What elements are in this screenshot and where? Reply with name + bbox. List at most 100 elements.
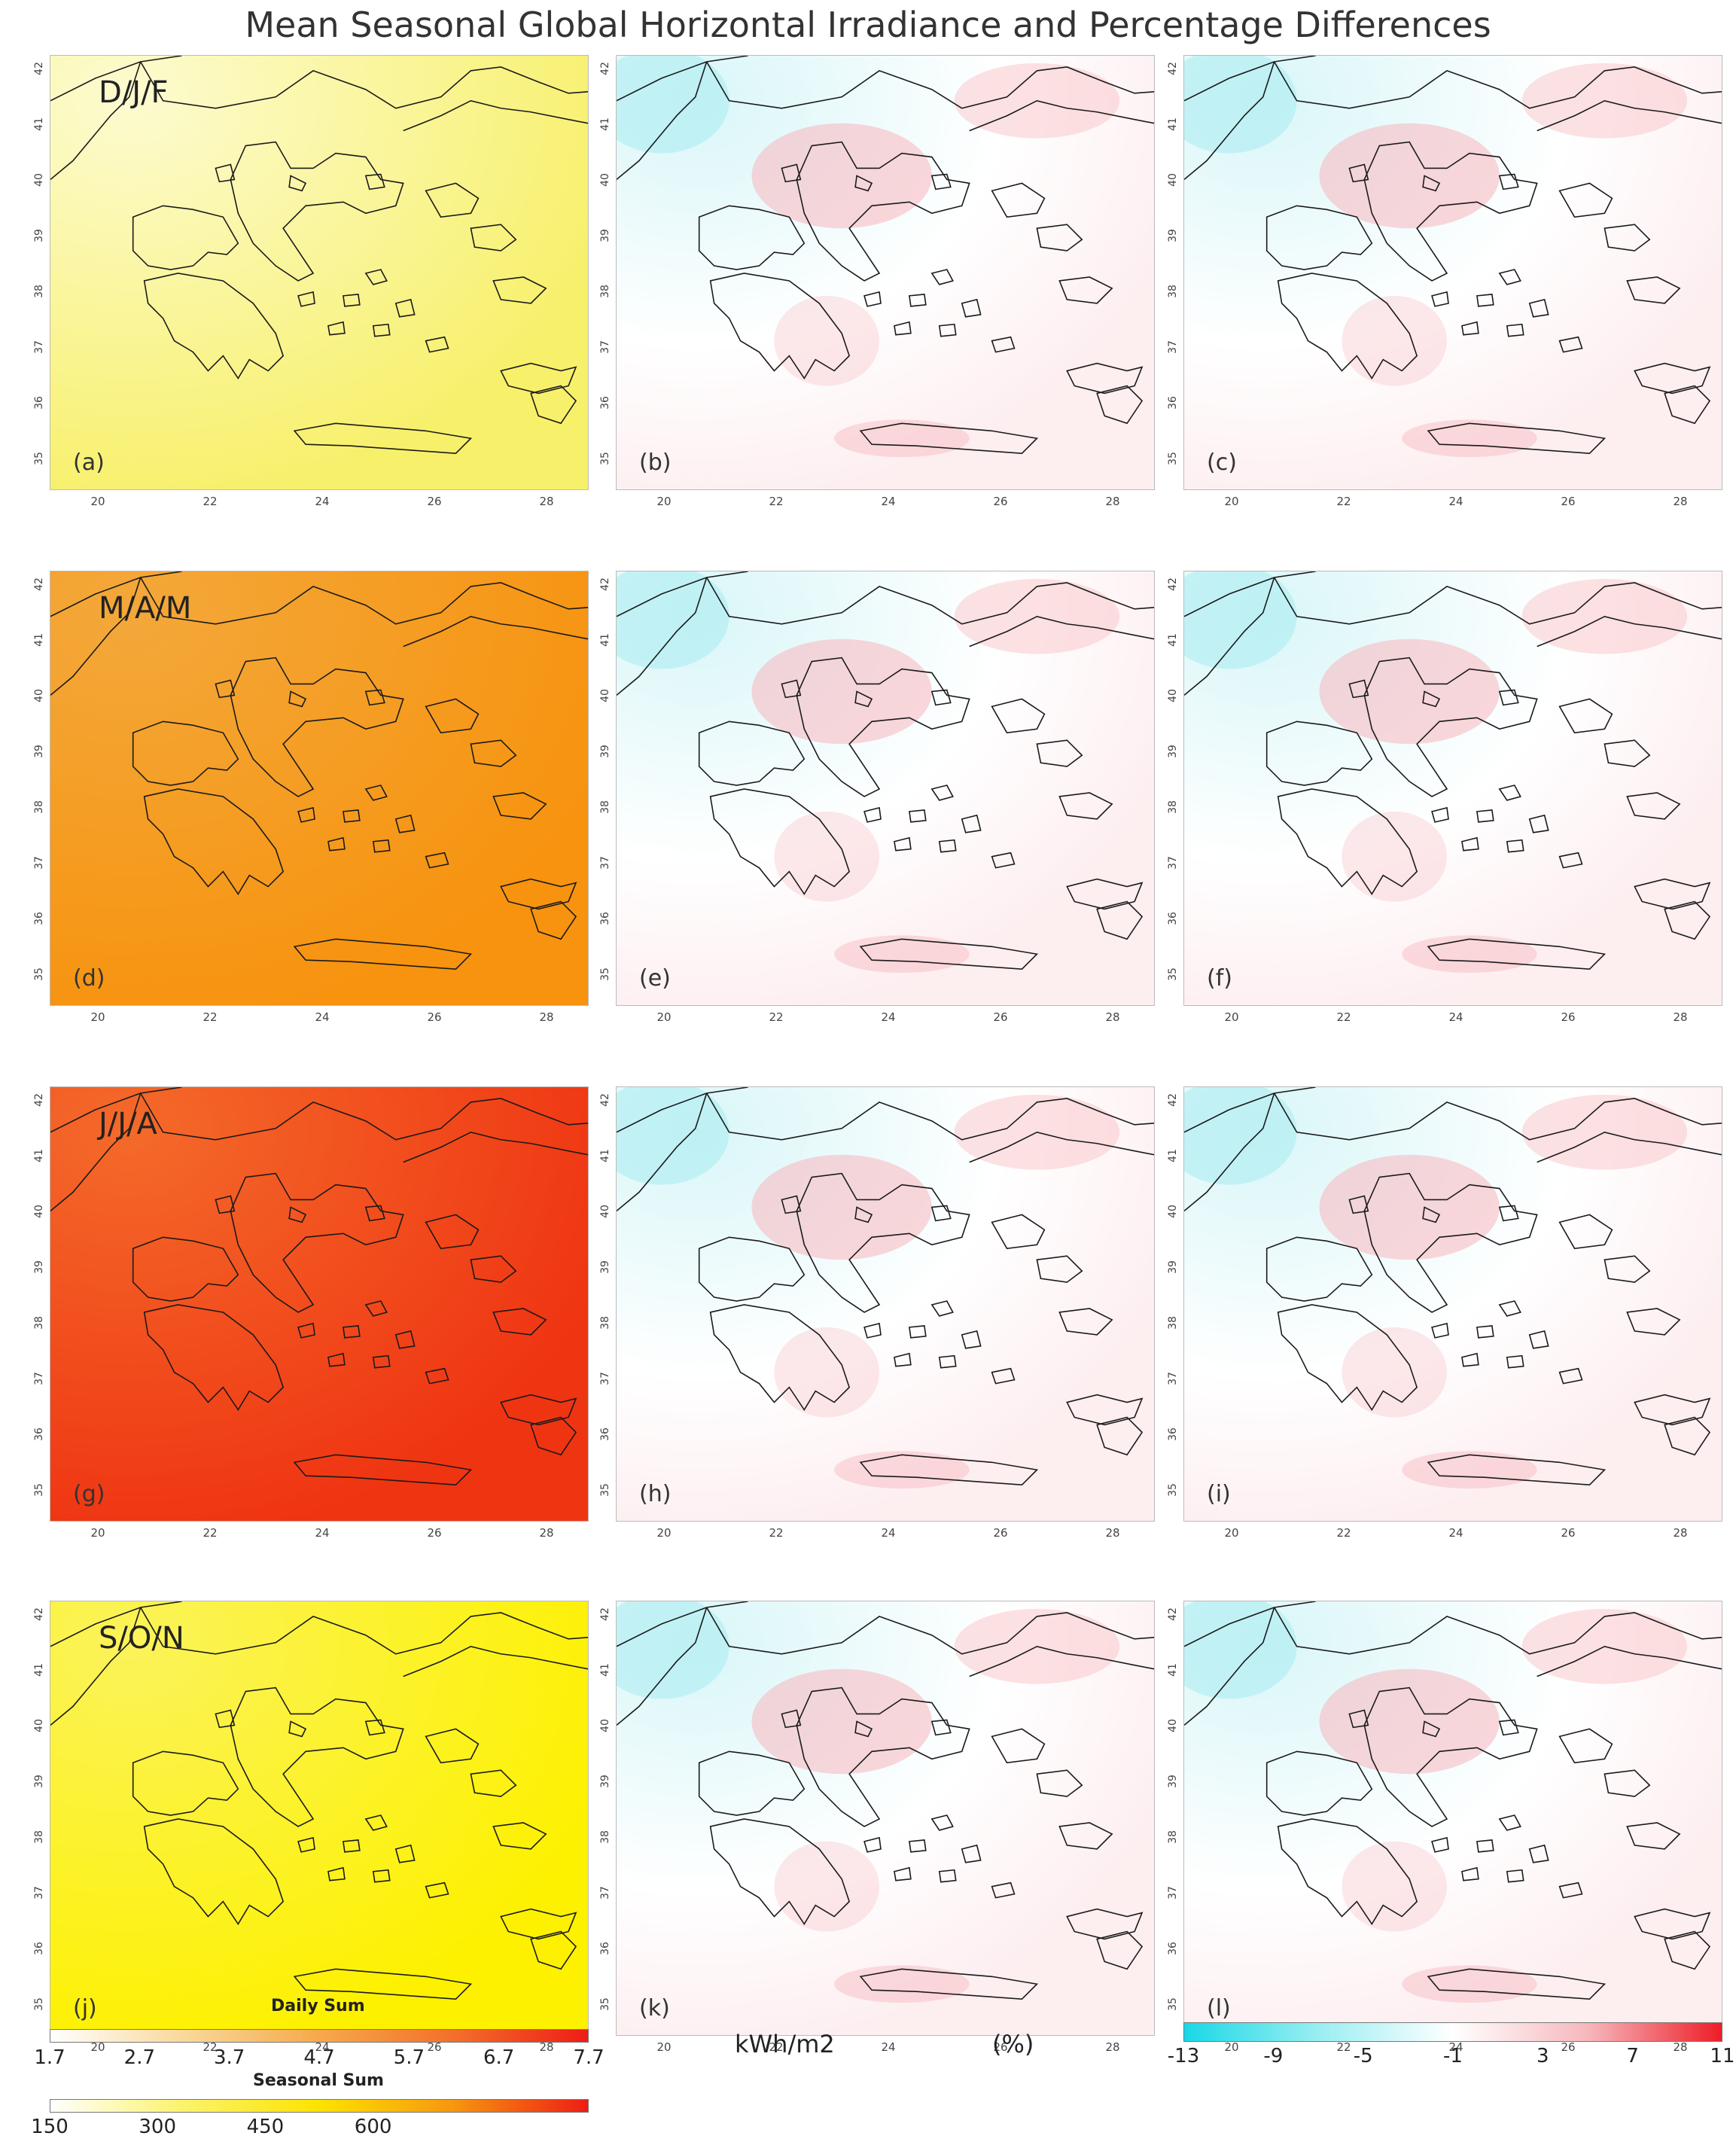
coastline	[425, 698, 480, 734]
coastline	[909, 294, 927, 307]
seasonal-tick-label: 300	[139, 2116, 177, 2138]
x-tick-label: 28	[1105, 1526, 1120, 1540]
daily-tick-label: 5.7	[393, 2046, 425, 2069]
coastline	[991, 182, 1046, 218]
coastline	[1498, 1719, 1519, 1736]
anomaly-blob	[1342, 1841, 1448, 1932]
y-tick-label: 38	[33, 1316, 45, 1330]
coastline	[969, 615, 1154, 647]
coastline	[230, 141, 404, 282]
coastline	[364, 269, 388, 285]
daily-sum-colorbar	[50, 2029, 589, 2043]
season-label: J/J/A	[99, 1107, 157, 1141]
x-tick-label: 28	[539, 1526, 554, 1540]
anomaly-blob	[1342, 1327, 1448, 1418]
coastline	[425, 852, 449, 869]
coastline	[1096, 900, 1144, 940]
anomaly-blob	[1319, 123, 1500, 229]
coastline	[1537, 1131, 1722, 1163]
y-tick-label: 42	[599, 1607, 611, 1621]
percent-difference-colorbar	[1183, 2022, 1722, 2042]
y-tick-label: 36	[33, 1942, 45, 1955]
x-tick-label: 24	[1448, 1010, 1463, 1024]
panel-label: (f)	[1207, 965, 1232, 992]
anomaly-blob	[751, 1154, 932, 1260]
coastline	[327, 1352, 346, 1367]
panel-label: (i)	[1207, 1481, 1231, 1507]
y-tick-label: 39	[33, 1775, 45, 1788]
coastline	[143, 1818, 285, 1926]
map-canvas	[50, 571, 588, 1005]
coastline	[1273, 1092, 1722, 1141]
map-panel-h: (h)	[616, 1086, 1155, 1522]
y-tick-label: 36	[1167, 396, 1179, 410]
coastline	[50, 61, 142, 181]
coastline	[1058, 276, 1113, 304]
coastline	[859, 422, 1039, 454]
coastline	[1427, 1968, 1607, 2000]
x-tick-label: 22	[203, 1526, 218, 1540]
anomaly-blob	[751, 1668, 932, 1775]
coastline	[372, 323, 391, 337]
x-axis-ticks: 20 22 24 26 28	[1183, 1010, 1722, 1027]
coastline	[230, 1686, 404, 1827]
y-tick-label: 35	[599, 452, 611, 465]
x-tick-label: 28	[1105, 495, 1120, 508]
y-tick-label: 38	[1167, 1316, 1179, 1330]
coastline	[1604, 739, 1651, 767]
coastline	[709, 1304, 851, 1412]
x-tick-label: 20	[656, 1526, 672, 1540]
anomaly-blob	[834, 419, 970, 458]
y-axis-ticks: 42 41 40 39 38 37 36 35	[598, 571, 613, 1006]
y-tick-label: 35	[33, 1997, 45, 2011]
coastline	[1184, 571, 1316, 617]
x-tick-label: 20	[90, 2040, 105, 2054]
coastline	[705, 61, 1154, 109]
map-canvas	[1184, 1087, 1722, 1521]
x-tick-label: 22	[769, 1526, 784, 1540]
coastline	[132, 1750, 239, 1816]
coastline	[863, 1322, 882, 1339]
anomaly-blob	[1319, 638, 1500, 745]
coastline	[1265, 1750, 1373, 1816]
coastline	[1558, 1214, 1613, 1250]
seasonal-sum-ticks: 150 300 450 600	[31, 2116, 589, 2140]
y-tick-label: 36	[33, 1427, 45, 1441]
x-axis-ticks: 20 22 24 26 28	[50, 495, 589, 511]
y-tick-label: 40	[33, 173, 45, 187]
coastline	[1498, 785, 1521, 801]
coastline	[1664, 385, 1711, 425]
y-tick-label: 42	[599, 62, 611, 75]
coastline	[1184, 577, 1275, 696]
coastline	[425, 1881, 449, 1899]
coastline	[139, 1607, 588, 1655]
coastline	[1184, 1601, 1316, 1647]
map-panel-k: (k)	[616, 1601, 1155, 2036]
coastline	[930, 1300, 954, 1317]
coastline	[372, 1869, 391, 1883]
coastline	[327, 1866, 346, 1881]
coastline	[1558, 698, 1613, 734]
y-tick-label: 36	[1167, 1427, 1179, 1441]
y-tick-label: 39	[1167, 745, 1179, 758]
diff-tick-label: -5	[1353, 2045, 1373, 2067]
coastline	[781, 679, 802, 699]
x-tick-label: 24	[881, 1526, 896, 1540]
coastline	[1498, 689, 1519, 706]
y-tick-label: 39	[33, 1260, 45, 1274]
coastline	[1537, 99, 1722, 132]
coastline	[343, 809, 361, 823]
coastline	[1184, 1607, 1275, 1726]
coastline	[991, 1728, 1046, 1764]
coastline	[617, 1607, 708, 1726]
x-tick-label: 28	[1673, 2040, 1688, 2054]
diff-tick-label: 3	[1537, 2045, 1549, 2067]
y-tick-label: 37	[33, 856, 45, 870]
coastline	[617, 61, 708, 181]
y-tick-label: 37	[599, 1372, 611, 1385]
x-tick-label: 24	[315, 1010, 330, 1024]
coastline	[230, 657, 404, 797]
map-canvas	[50, 1087, 588, 1521]
x-tick-label: 22	[769, 495, 784, 508]
coastline	[1363, 1686, 1538, 1827]
